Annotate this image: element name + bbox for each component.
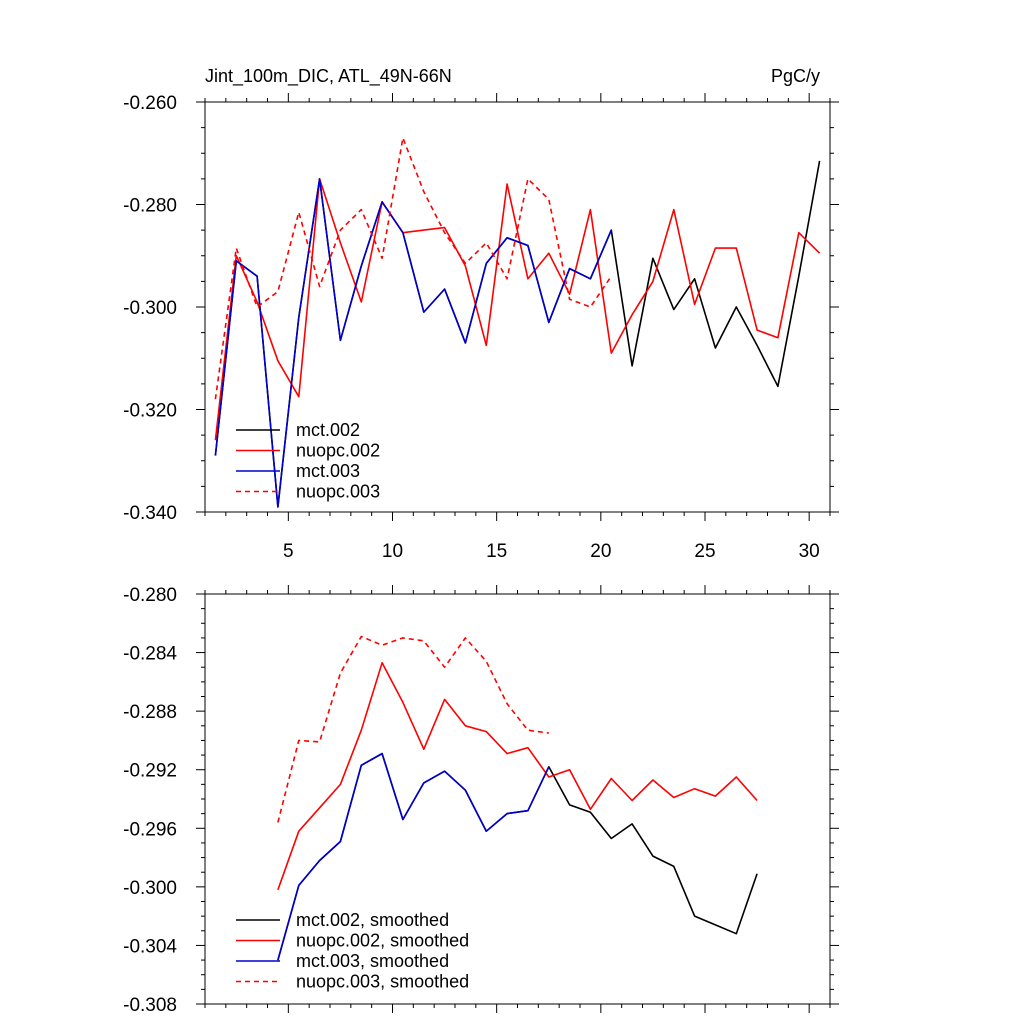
series-line-nuopc-002-smoothed <box>277 661 758 891</box>
series-line-mct-003 <box>214 178 613 508</box>
legend-label: mct.003 <box>296 461 360 481</box>
y-tick-label: -0.320 <box>123 401 177 422</box>
x-tick-label: 5 <box>283 541 294 562</box>
legend-label: nuopc.002, smoothed <box>296 931 469 951</box>
y-tick-label: -0.296 <box>123 819 177 840</box>
y-tick-label: -0.308 <box>123 995 177 1016</box>
legend-label: mct.002, smoothed <box>296 910 449 930</box>
legend-label: nuopc.003, smoothed <box>296 972 469 992</box>
y-tick-label: -0.300 <box>123 298 177 319</box>
series-line-mct-003-smoothed <box>277 752 550 961</box>
series-line-nuopc-003-smoothed <box>277 635 549 823</box>
y-tick-label: -0.304 <box>123 936 177 957</box>
y-tick-label: -0.292 <box>123 761 177 782</box>
legend-label: mct.003, smoothed <box>296 951 449 971</box>
series-line-nuopc-002 <box>214 178 821 441</box>
legend-label: mct.002 <box>296 420 360 440</box>
y-tick-label: -0.300 <box>123 878 177 899</box>
legend-label: nuopc.002 <box>296 441 380 461</box>
x-tick-label: 30 <box>799 541 820 562</box>
y-tick-label: -0.280 <box>123 585 177 606</box>
y-tick-label: -0.284 <box>123 644 177 665</box>
units-label: PgC/y <box>771 66 820 86</box>
x-tick-label: 25 <box>694 541 715 562</box>
y-tick-label: -0.260 <box>123 93 177 114</box>
x-tick-label: 20 <box>590 541 611 562</box>
y-tick-label: -0.340 <box>123 503 177 524</box>
y-tick-label: -0.288 <box>123 702 177 723</box>
y-tick-label: -0.280 <box>123 196 177 217</box>
x-tick-label: 10 <box>382 541 403 562</box>
top-line-chart: -0.260 -0.280 -0.300 -0.320 -0.340 5 10 15 20 25 3… <box>123 93 839 562</box>
series-line-nuopc-003 <box>214 137 612 400</box>
chart-title: Jint_100m_DIC, ATL_49N-66N <box>205 66 452 87</box>
bottom-smoothed-line-chart: -0.280 -0.284 -0.288 -0.292 -0.296 -0.300 -0.3… <box>123 585 839 1016</box>
legend-label: nuopc.003 <box>296 482 380 502</box>
x-tick-label: 15 <box>486 541 507 562</box>
